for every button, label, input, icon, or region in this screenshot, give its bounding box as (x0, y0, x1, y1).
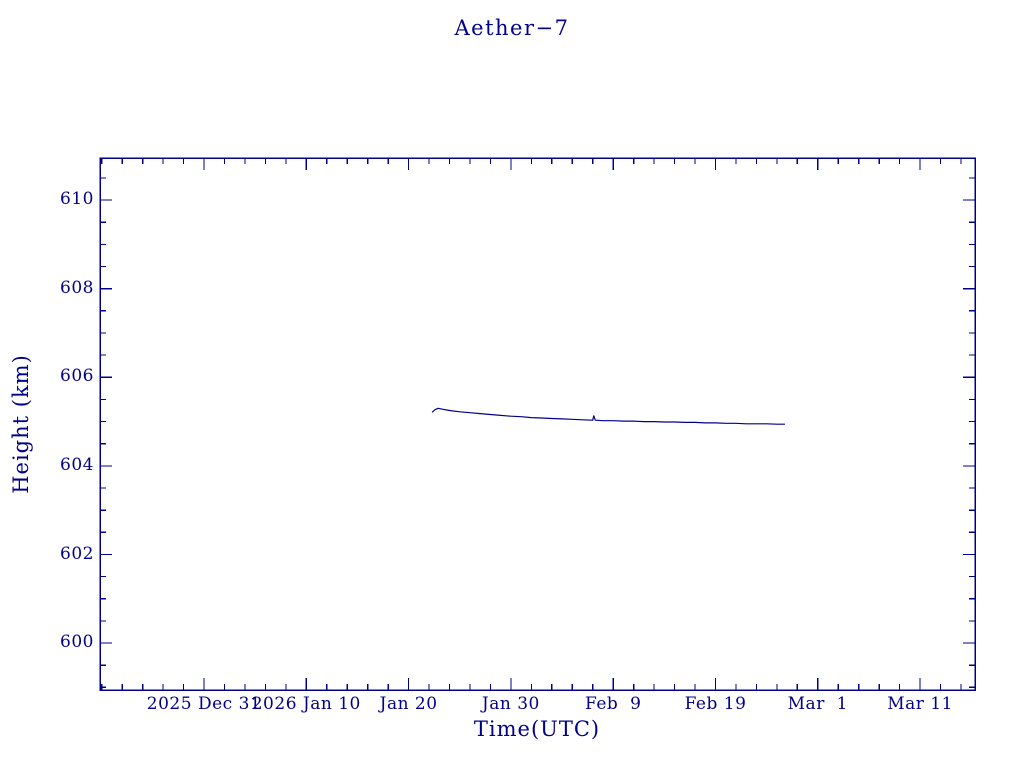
y-tick-label: 608 (60, 277, 94, 298)
x-tick-label: Mar 11 (887, 694, 953, 714)
x-axis-label: Time(UTC) (473, 717, 601, 741)
x-tick-label: Jan 20 (379, 694, 438, 714)
y-tick-label: 604 (60, 454, 94, 475)
y-tick-label: 606 (60, 366, 94, 387)
chart-title: Aether−7 (454, 16, 570, 40)
x-tick-label: 2025 Dec 31 (146, 694, 262, 714)
x-tick-label: Jan 30 (481, 694, 540, 714)
x-tick-label: Feb 9 (584, 694, 642, 714)
x-tick-label: Feb 19 (684, 694, 747, 714)
y-tick-label: 610 (60, 189, 94, 210)
x-tick-label: 2026 Jan 10 (251, 694, 361, 714)
x-tick-label: Mar 1 (787, 694, 848, 714)
y-tick-label: 602 (60, 543, 94, 564)
y-tick-label: 600 (60, 632, 94, 652)
